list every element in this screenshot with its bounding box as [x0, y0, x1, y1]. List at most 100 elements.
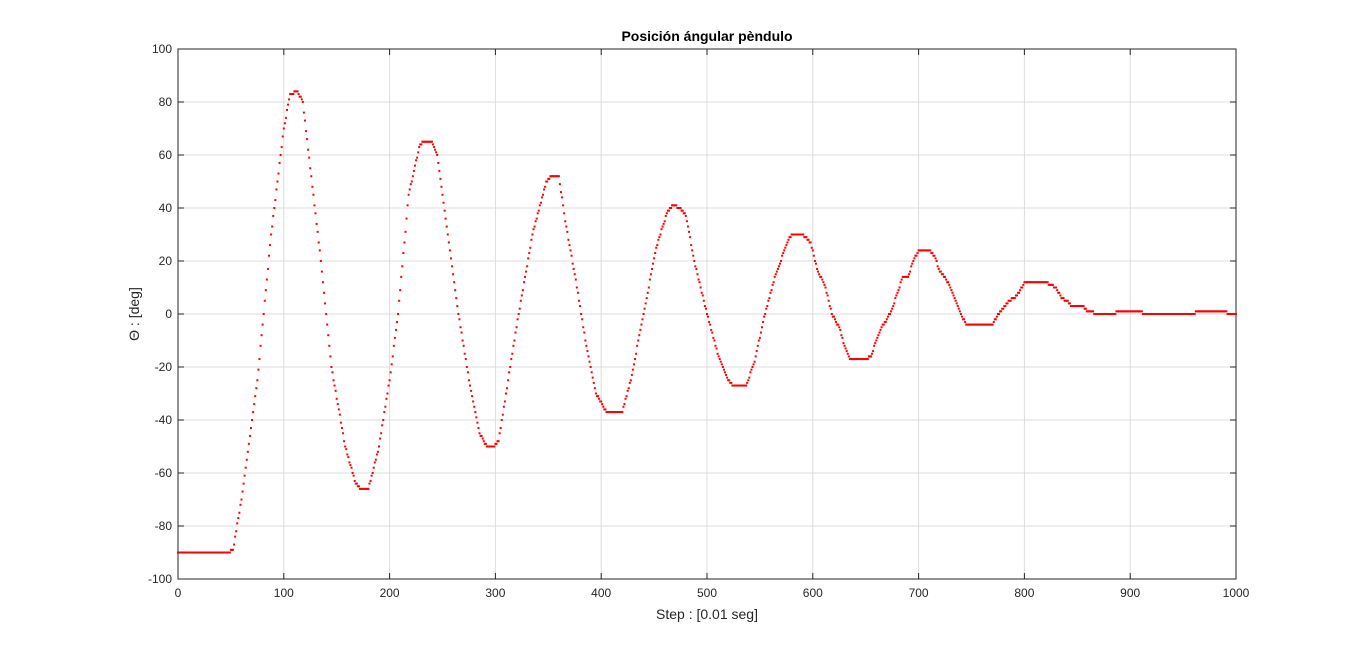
- data-point: [805, 236, 808, 239]
- data-point: [299, 95, 302, 98]
- data-point: [308, 156, 311, 159]
- data-point: [230, 548, 233, 551]
- data-point: [1203, 310, 1206, 313]
- data-point: [516, 318, 519, 321]
- data-point: [737, 384, 740, 387]
- data-point: [740, 384, 743, 387]
- data-point: [518, 307, 521, 310]
- data-point: [370, 474, 373, 477]
- data-point: [257, 368, 260, 371]
- data-point: [996, 313, 999, 315]
- data-point: [756, 344, 759, 347]
- data-point: [1056, 289, 1059, 292]
- data-point: [1156, 313, 1159, 315]
- data-point: [278, 161, 281, 164]
- data-point: [1077, 305, 1080, 308]
- data-point: [948, 283, 951, 286]
- data-point: [542, 193, 545, 196]
- data-point: [626, 389, 629, 392]
- data-point: [184, 551, 187, 554]
- data-point: [1126, 310, 1129, 313]
- data-point: [551, 175, 554, 178]
- data-point: [1121, 310, 1124, 313]
- data-point: [1196, 310, 1199, 313]
- data-point: [378, 445, 381, 448]
- data-point: [575, 286, 578, 289]
- data-point: [284, 116, 287, 119]
- data-point: [401, 265, 404, 268]
- data-point: [1162, 313, 1164, 315]
- data-point: [634, 358, 637, 361]
- data-point: [386, 392, 389, 395]
- data-point: [344, 445, 347, 448]
- data-point: [735, 384, 738, 387]
- data-point: [1206, 310, 1209, 313]
- data-point: [788, 236, 791, 239]
- data-point: [283, 122, 286, 125]
- data-point: [623, 403, 626, 406]
- data-point: [1085, 310, 1088, 313]
- data-point: [706, 313, 708, 315]
- data-point: [389, 371, 392, 374]
- data-point: [486, 445, 489, 448]
- data-point: [530, 238, 533, 241]
- data-point: [250, 426, 252, 429]
- data-point: [187, 551, 190, 554]
- data-point: [349, 464, 352, 467]
- data-point: [509, 366, 512, 368]
- data-point: [816, 267, 819, 270]
- data-point: [782, 252, 785, 255]
- tick-labels: 0 100 200 300 400 500 600 700 800 900 1000-100-80-…: [148, 42, 1250, 600]
- data-point: [191, 551, 194, 554]
- data-point: [981, 323, 984, 326]
- data-point: [780, 260, 783, 262]
- data-point: [1186, 313, 1189, 315]
- data-point: [877, 334, 880, 337]
- data-point: [1100, 313, 1103, 315]
- data-point: [227, 551, 230, 554]
- data-point: [328, 344, 331, 347]
- data-point: [601, 403, 604, 406]
- data-point: [1218, 310, 1221, 313]
- data-point: [563, 212, 566, 215]
- y-tick-label: 20: [159, 254, 173, 268]
- data-point: [829, 307, 832, 310]
- data-point: [410, 180, 413, 183]
- data-point: [194, 551, 197, 554]
- data-point: [801, 233, 804, 236]
- data-point: [569, 249, 572, 252]
- data-point: [318, 249, 321, 252]
- chart-title: Posición ángular pèndulo: [621, 28, 792, 44]
- data-point: [1189, 313, 1192, 315]
- data-point: [672, 204, 675, 207]
- data-point: [1083, 307, 1086, 310]
- data-point: [883, 320, 886, 323]
- data-point: [1137, 310, 1140, 313]
- data-point: [302, 111, 305, 114]
- data-point: [911, 262, 914, 265]
- data-point: [1089, 310, 1091, 313]
- data-point: [1058, 291, 1061, 294]
- data-point: [750, 368, 753, 371]
- data-point: [836, 323, 839, 326]
- data-point: [244, 466, 247, 469]
- data-point: [1164, 313, 1167, 315]
- data-point: [694, 265, 697, 268]
- data-point: [554, 175, 557, 178]
- data-point: [1013, 297, 1016, 300]
- data-point: [764, 313, 767, 315]
- data-point: [464, 358, 467, 361]
- data-point: [320, 270, 323, 273]
- data-point: [804, 236, 807, 239]
- data-point: [251, 419, 254, 421]
- data-point: [589, 366, 592, 368]
- data-point: [346, 453, 349, 456]
- data-point: [480, 434, 483, 437]
- data-point: [876, 336, 879, 339]
- data-point: [402, 252, 405, 255]
- data-point: [774, 273, 777, 276]
- data-point: [908, 273, 911, 276]
- data-point: [1225, 310, 1228, 313]
- data-point: [777, 265, 780, 268]
- data-point: [325, 313, 328, 315]
